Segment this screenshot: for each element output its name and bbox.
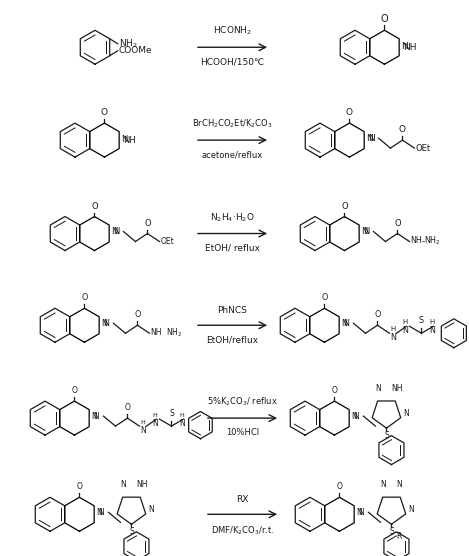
Text: 5%K$_2$CO$_3$/ reflux: 5%K$_2$CO$_3$/ reflux <box>207 396 278 408</box>
Text: N: N <box>91 411 97 420</box>
Text: H: H <box>152 413 157 418</box>
Text: N: N <box>111 227 118 236</box>
Text: N: N <box>101 319 107 327</box>
Text: N: N <box>140 426 146 435</box>
Text: PhNCS: PhNCS <box>218 306 248 315</box>
Text: O: O <box>341 201 348 211</box>
Text: N: N <box>152 419 158 428</box>
Text: N: N <box>358 508 364 517</box>
Text: NH$_2$: NH$_2$ <box>424 234 441 247</box>
Text: O: O <box>134 310 141 319</box>
Text: N: N <box>343 319 349 327</box>
Text: NH: NH <box>392 384 403 393</box>
Text: O: O <box>321 293 328 302</box>
Text: N: N <box>403 409 409 418</box>
Text: O: O <box>144 219 151 227</box>
Text: NH: NH <box>123 136 136 145</box>
Text: N: N <box>104 319 109 327</box>
Text: NH$_2$: NH$_2$ <box>166 326 182 339</box>
Text: N: N <box>430 326 435 335</box>
Text: N: N <box>121 135 128 143</box>
Text: N: N <box>93 411 99 420</box>
Text: N: N <box>366 133 373 142</box>
Text: S: S <box>419 316 424 325</box>
Text: HCOOH/150℃: HCOOH/150℃ <box>200 57 265 66</box>
Text: N: N <box>96 508 102 517</box>
Text: N: N <box>391 333 396 342</box>
Text: O: O <box>346 108 353 117</box>
Text: N: N <box>121 480 127 489</box>
Text: N: N <box>361 227 368 236</box>
Text: N: N <box>180 419 185 428</box>
Text: EtOH/reflux: EtOH/reflux <box>206 335 258 344</box>
Text: O: O <box>381 14 388 24</box>
Text: R: R <box>396 532 402 542</box>
Text: DMF/K$_2$CO$_3$/r.t.: DMF/K$_2$CO$_3$/r.t. <box>211 524 274 537</box>
Text: O: O <box>91 201 98 211</box>
Text: 10%HCl: 10%HCl <box>226 428 259 437</box>
Text: N: N <box>402 326 408 335</box>
Text: N: N <box>369 133 375 142</box>
Text: RX: RX <box>236 495 249 504</box>
Text: N: N <box>341 319 347 327</box>
Text: N: N <box>354 411 359 420</box>
Text: BrCH$_2$CO$_2$Et/K$_2$CO$_3$: BrCH$_2$CO$_2$Et/K$_2$CO$_3$ <box>192 118 273 130</box>
Text: EtOH/ reflux: EtOH/ reflux <box>205 244 260 252</box>
Text: O: O <box>374 310 381 319</box>
Text: N$_2$H$_4$·H$_2$O: N$_2$H$_4$·H$_2$O <box>210 211 255 224</box>
Text: OEt: OEt <box>160 237 174 246</box>
Text: N: N <box>401 42 408 51</box>
Text: N: N <box>113 227 120 236</box>
Text: H: H <box>402 319 408 325</box>
Text: S: S <box>129 527 134 537</box>
Text: S: S <box>384 431 389 440</box>
Text: H: H <box>140 420 145 425</box>
Text: NH$_2$: NH$_2$ <box>119 37 137 50</box>
Text: H: H <box>180 413 184 418</box>
Text: HCONH$_2$: HCONH$_2$ <box>213 25 252 37</box>
Text: O: O <box>336 482 342 492</box>
Text: N: N <box>149 505 154 514</box>
Text: acetone/reflux: acetone/reflux <box>202 150 263 159</box>
Text: N: N <box>356 508 362 517</box>
Text: O: O <box>332 386 337 395</box>
Text: OEt: OEt <box>416 143 431 152</box>
Text: O: O <box>394 219 401 227</box>
Text: O: O <box>71 386 77 395</box>
Text: O: O <box>81 293 88 302</box>
Text: NH: NH <box>403 43 417 52</box>
Text: O: O <box>399 125 406 134</box>
Text: NH: NH <box>136 480 148 489</box>
Text: N: N <box>363 227 370 236</box>
Text: COOMe: COOMe <box>119 46 152 55</box>
Text: NH: NH <box>410 236 422 245</box>
Text: NH: NH <box>151 327 162 337</box>
Text: N: N <box>381 480 386 489</box>
Text: O: O <box>124 403 130 412</box>
Text: N: N <box>396 480 402 489</box>
Text: S: S <box>389 527 394 537</box>
Text: N: N <box>98 508 104 517</box>
Text: N: N <box>408 505 414 514</box>
Text: N: N <box>351 411 357 420</box>
Text: O: O <box>101 108 108 117</box>
Text: N: N <box>376 384 381 393</box>
Text: H: H <box>430 319 435 325</box>
Text: H: H <box>391 326 396 332</box>
Text: S: S <box>169 409 174 418</box>
Text: O: O <box>76 482 83 492</box>
